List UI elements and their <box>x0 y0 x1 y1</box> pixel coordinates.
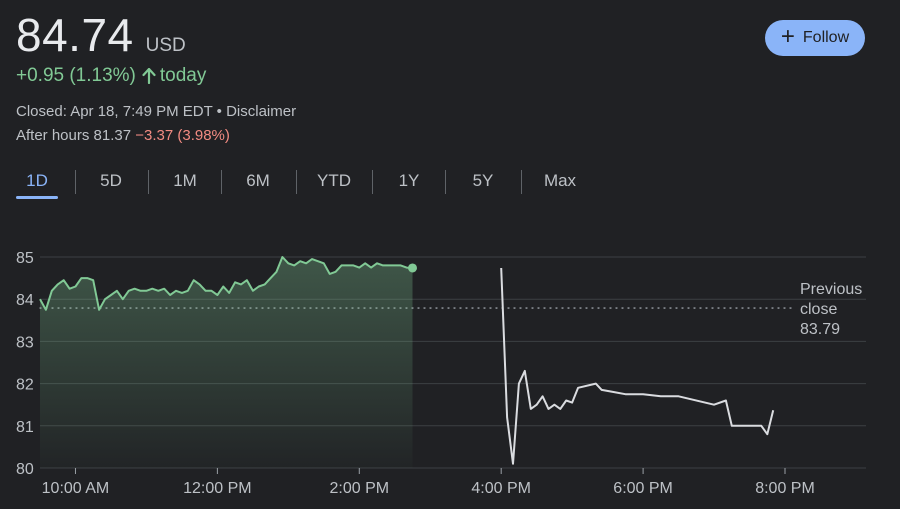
tab-max[interactable]: Max <box>543 171 577 190</box>
follow-button[interactable]: + Follow <box>765 20 865 56</box>
price-chart: 80 81 82 83 84 85 10:00 AM 12:00 PM 2:00 PM 4:00… <box>16 250 866 497</box>
tab-separator <box>75 170 76 194</box>
y-tick-label: 80 <box>16 461 34 478</box>
day-change: +0.95 (1.13%) today <box>16 65 206 87</box>
after-hours-row: After hours 81.37 −3.37 (3.98%) <box>16 127 230 144</box>
tab-6m[interactable]: 6M <box>246 171 270 190</box>
tab-5y[interactable]: 5Y <box>472 171 494 190</box>
plus-icon: + <box>780 23 795 50</box>
price-row: 84.74 USD <box>16 8 186 62</box>
arrow-up-icon <box>142 68 156 84</box>
tab-separator <box>445 170 446 194</box>
currency-label: USD <box>145 35 186 56</box>
close-marker <box>408 263 417 273</box>
y-tick-label: 81 <box>16 419 34 436</box>
after-hours-line <box>500 267 775 465</box>
y-tick-label: 83 <box>16 334 34 351</box>
day-change-suffix: today <box>159 65 207 86</box>
x-tick-label: 6:00 PM <box>613 480 673 497</box>
y-tick-label: 85 <box>16 250 34 267</box>
previous-close-label: close <box>800 301 837 318</box>
range-tabs: 1D 5D 1M 6M YTD 1Y 5Y Max <box>16 166 600 202</box>
x-tick-label: 12:00 PM <box>183 480 251 497</box>
current-price: 84.74 <box>16 9 134 61</box>
tab-underline <box>16 196 58 199</box>
tab-separator <box>521 170 522 194</box>
y-tick-label: 84 <box>16 292 34 309</box>
day-change-value: +0.95 (1.13%) <box>16 65 136 86</box>
tab-ytd[interactable]: YTD <box>317 171 351 190</box>
tab-separator <box>296 170 297 194</box>
after-hours-price: After hours 81.37 <box>16 127 132 144</box>
y-tick-label: 82 <box>16 377 34 394</box>
closed-status: Closed: Apr 18, 7:49 PM EDT • Disclaimer <box>16 103 297 120</box>
tab-1y[interactable]: 1Y <box>398 171 420 190</box>
x-tick-label: 10:00 AM <box>42 480 110 497</box>
after-hours-change: −3.37 (3.98%) <box>135 127 230 144</box>
previous-close-label: 83.79 <box>800 321 840 338</box>
regular-session-area <box>40 257 413 468</box>
tab-1m[interactable]: 1M <box>173 171 197 190</box>
tab-5d[interactable]: 5D <box>100 171 122 190</box>
regular-session-line <box>39 256 413 311</box>
tab-separator <box>221 170 222 194</box>
follow-label: Follow <box>802 29 850 46</box>
x-tick-label: 2:00 PM <box>329 480 389 497</box>
previous-close-label: Previous <box>800 281 862 298</box>
x-tick-label: 8:00 PM <box>755 480 815 497</box>
tab-separator <box>148 170 149 194</box>
x-tick-label: 4:00 PM <box>471 480 531 497</box>
tab-1d[interactable]: 1D <box>26 171 48 190</box>
tab-separator <box>372 170 373 194</box>
